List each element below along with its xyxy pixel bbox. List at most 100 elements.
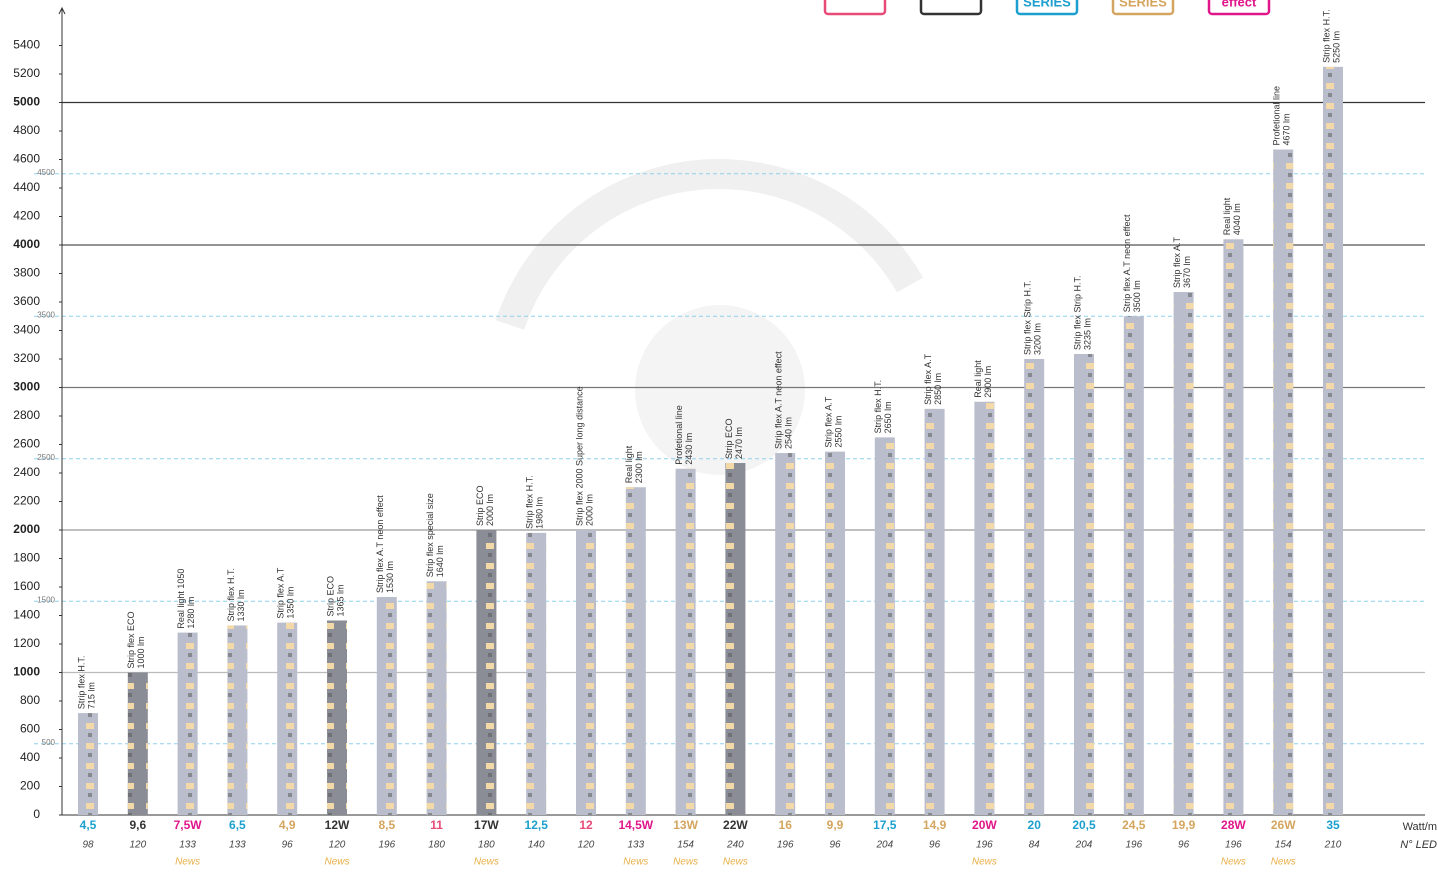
- bar-pattern: [775, 453, 795, 815]
- x-tick-label: 12: [579, 818, 593, 832]
- bar-pattern: [1024, 359, 1044, 815]
- value-label: 3235 lm: [1082, 318, 1092, 350]
- x-tick-label: 9,6: [129, 818, 146, 832]
- value-label: 1980 lm: [535, 497, 545, 529]
- y-tick-label: 1600: [13, 579, 40, 593]
- x-tick-label: 35: [1326, 818, 1340, 832]
- y-tick-label: 2000: [13, 522, 40, 536]
- bar-pattern: [725, 463, 745, 815]
- x-tick-label: 20: [1028, 818, 1042, 832]
- y-tick-label: 2200: [13, 494, 40, 508]
- bar-pattern: [128, 673, 148, 816]
- x-tick-label: 17W: [474, 818, 499, 832]
- bar-pattern: [377, 597, 397, 815]
- bar-pattern: [676, 469, 696, 815]
- bar-pattern: [1074, 354, 1094, 815]
- value-label: 2000 lm: [584, 494, 594, 526]
- value-label: 2540 lm: [784, 417, 794, 449]
- bar-label: Strip flex ECO: [126, 611, 136, 668]
- value-label: 3200 lm: [1033, 323, 1043, 355]
- y-tick-label: 1200: [13, 636, 40, 650]
- bar-label: Strip flex Strip H.T.: [1023, 280, 1033, 355]
- bar-label: Strip flex 2000 Super long distance: [574, 386, 584, 526]
- bar-label: Real light 1050: [176, 569, 186, 629]
- bar-label: Strip flex A.T: [923, 353, 933, 405]
- bar-label: Strip flex A.T neon effect: [1122, 214, 1132, 312]
- news-label: News: [1221, 857, 1246, 868]
- value-label: 1280 lm: [186, 597, 196, 629]
- y-tick-label: 3800: [13, 266, 40, 280]
- news-label: News: [673, 857, 698, 868]
- legend-text: SERIES: [1119, 0, 1167, 9]
- news-label: News: [972, 857, 997, 868]
- value-label: 2430 lm: [684, 433, 694, 465]
- y-tick-label: 5200: [13, 66, 40, 80]
- x-tick-label: 7,5W: [174, 818, 203, 832]
- led-count: 154: [677, 840, 694, 851]
- bar-pattern: [526, 533, 546, 815]
- bar-pattern: [1124, 316, 1144, 815]
- x-tick-label: 14,5W: [618, 818, 653, 832]
- x-tick-label: 9,9: [827, 818, 844, 832]
- bar-label: Profetional line: [674, 405, 684, 465]
- x-tick-label: 16: [779, 818, 793, 832]
- y-tick-label: 4200: [13, 209, 40, 223]
- value-label: 3670 lm: [1182, 256, 1192, 288]
- led-count: 210: [1324, 840, 1342, 851]
- y-tick-label: 3000: [13, 380, 40, 394]
- bar-label: Strip flex A.T: [823, 396, 833, 448]
- led-count: 140: [528, 840, 545, 851]
- y-tick-label: 3200: [13, 351, 40, 365]
- led-count: 180: [478, 840, 495, 851]
- y-tick-label: 5400: [13, 38, 40, 52]
- bar-pattern: [178, 633, 198, 815]
- value-label: 4040 lm: [1232, 203, 1242, 235]
- led-count: 96: [829, 840, 841, 851]
- value-label: 1330 lm: [236, 589, 246, 621]
- value-label: 1000 lm: [136, 636, 146, 668]
- value-label: 1365 lm: [335, 584, 345, 616]
- bar-label: Real light: [1222, 197, 1232, 235]
- bar-pattern: [626, 487, 646, 815]
- led-count: 96: [1178, 840, 1190, 851]
- y-tick-label: 2800: [13, 408, 40, 422]
- led-count: 133: [627, 840, 644, 851]
- x-tick-label: 14,9: [923, 818, 947, 832]
- bar-pattern: [1273, 150, 1293, 815]
- y-tick-label: 0: [33, 807, 40, 821]
- x-axis-label: Watt/m: [1403, 821, 1437, 833]
- y-tick-label: 600: [20, 722, 40, 736]
- dashed-line-label: 3500: [37, 310, 55, 319]
- bar-label: Strip flex A.T: [1172, 237, 1182, 289]
- x-tick-label: 17,5: [873, 818, 897, 832]
- value-label: 2900 lm: [983, 366, 993, 398]
- led-count: 204: [1075, 840, 1093, 851]
- bar-pattern: [1223, 239, 1243, 815]
- y-tick-label: 3400: [13, 323, 40, 337]
- x-tick-label: 12,5: [525, 818, 549, 832]
- bar-pattern: [1323, 67, 1343, 815]
- value-label: 2850 lm: [933, 373, 943, 405]
- led-count: 120: [578, 840, 595, 851]
- bar-label: Strip ECO: [724, 419, 734, 460]
- y-tick-label: 4000: [13, 237, 40, 251]
- bar-label: Strip flex H.T.: [226, 568, 236, 622]
- led-count: 133: [229, 840, 246, 851]
- value-label: 2550 lm: [833, 416, 843, 448]
- led-count: 180: [428, 840, 445, 851]
- value-label: 2650 lm: [883, 401, 893, 433]
- x-tick-label: 20W: [972, 818, 997, 832]
- led-count: 154: [1275, 840, 1292, 851]
- led-count: 196: [777, 840, 794, 851]
- x-tick-label: 28W: [1221, 818, 1246, 832]
- x-tick-label: 11: [430, 818, 443, 832]
- value-label: 4670 lm: [1282, 113, 1292, 145]
- led-count: 204: [875, 840, 893, 851]
- y-tick-label: 2400: [13, 465, 40, 479]
- bar-label: Strip flex H.T.: [1321, 9, 1331, 63]
- value-label: 1350 lm: [286, 587, 296, 619]
- bar-pattern: [476, 530, 496, 815]
- dashed-line-label: 4500: [37, 168, 55, 177]
- chart: 5001500250035004500020040060080010001200…: [0, 0, 1438, 870]
- bar-label: Strip flex A.T neon effect: [375, 495, 385, 593]
